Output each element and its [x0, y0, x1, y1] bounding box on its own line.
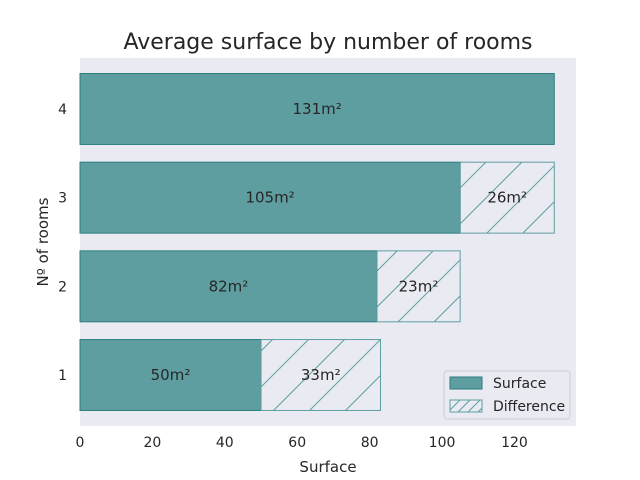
bar-surface-2: [79, 250, 378, 323]
bars-group: [79, 73, 555, 411]
bar-label-surface-4: 131m²: [293, 100, 342, 118]
y-tick-label-3: 3: [58, 191, 67, 207]
legend-label-difference: Difference: [493, 399, 565, 415]
x-tick-label-20: 20: [143, 435, 161, 451]
x-tick-label-60: 60: [288, 435, 306, 451]
bar-surface-1: [79, 339, 262, 411]
bar-difference-3: [459, 161, 555, 234]
bar-label-difference-2: 23m²: [399, 277, 439, 295]
bar-difference-1: [260, 339, 381, 411]
y-tick-label-1: 1: [58, 368, 67, 384]
legend-swatch-surface: [449, 376, 483, 390]
x-axis-label: Surface: [299, 458, 356, 476]
legend-swatch-difference: [449, 399, 483, 413]
bar-label-difference-3: 26m²: [487, 189, 527, 207]
x-tick-label-0: 0: [76, 435, 85, 451]
bar-label-surface-1: 50m²: [151, 366, 191, 384]
x-tick-label-40: 40: [216, 435, 234, 451]
y-axis-label: Nº of rooms: [34, 197, 52, 286]
bar-label-surface-3: 105m²: [245, 189, 294, 207]
bar-label-surface-2: 82m²: [209, 277, 249, 295]
y-tick-label-2: 2: [58, 279, 67, 295]
bar-label-difference-1: 33m²: [301, 366, 341, 384]
x-tick-label-80: 80: [361, 435, 379, 451]
bar-difference-2: [376, 250, 461, 323]
legend-label-surface: Surface: [493, 376, 546, 392]
bar-surface-4: [79, 73, 555, 145]
x-axis-ticks: 0 20 40 60 80 100 120: [76, 435, 528, 451]
x-tick-label-120: 120: [501, 435, 528, 451]
chart-title: Average surface by number of rooms: [123, 30, 532, 55]
y-axis-ticks: 1 2 3 4: [58, 102, 67, 384]
x-tick-label-100: 100: [429, 435, 456, 451]
bar-labels-group: 50m² 33m² 82m² 23m² 105m² 26m² 131m²: [151, 100, 527, 384]
y-tick-label-4: 4: [58, 102, 67, 118]
bar-surface-3: [79, 161, 461, 234]
legend: Surface Difference: [443, 370, 571, 420]
